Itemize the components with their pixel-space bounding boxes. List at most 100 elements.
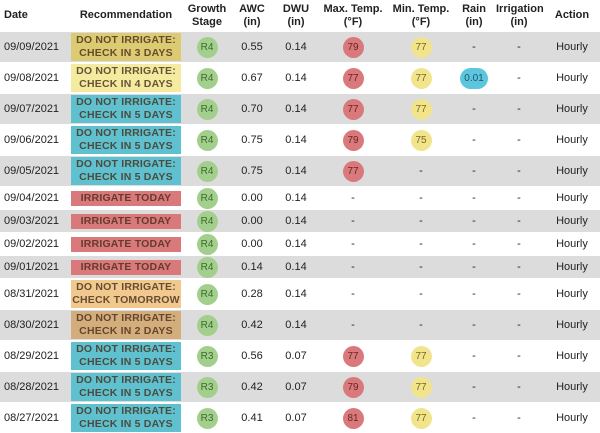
irrigation-cell: - xyxy=(494,186,544,210)
rain-cell: - xyxy=(454,31,494,63)
max-temp-cell: 79 xyxy=(318,31,388,63)
max-temp-cell: 79 xyxy=(318,371,388,403)
irrigation-cell: - xyxy=(494,232,544,256)
column-header: Max. Temp. (°F) xyxy=(323,2,383,28)
max-temp-cell: - xyxy=(318,278,388,310)
awc-cell: 0.42 xyxy=(230,371,274,403)
table-body: 09/09/2021 DO NOT IRRIGATE: CHECK IN 3 DA… xyxy=(0,31,600,433)
max-temp-badge: 77 xyxy=(342,160,364,182)
awc-cell: 0.55 xyxy=(230,31,274,63)
max-temp-cell: - xyxy=(318,186,388,210)
rain-cell: - xyxy=(454,309,494,341)
column-header: Growth Stage xyxy=(187,2,227,28)
dwu-cell: 0.14 xyxy=(274,309,318,341)
date-cell: 09/04/2021 xyxy=(0,186,68,210)
table-row: 09/05/2021 DO NOT IRRIGATE: CHECK IN 5 DA… xyxy=(0,155,600,187)
irrigation-cell: - xyxy=(494,93,544,125)
growth-stage-cell: R3 xyxy=(184,402,230,433)
growth-stage-badge: R4 xyxy=(196,210,218,232)
max-temp-cell: - xyxy=(318,309,388,341)
growth-stage-badge: R4 xyxy=(196,187,218,209)
recommendation-pill: DO NOT IRRIGATE: CHECK IN 3 DAYS xyxy=(71,33,181,61)
awc-cell: 0.14 xyxy=(230,255,274,279)
action-cell: Hourly xyxy=(544,309,600,341)
dwu-cell: 0.14 xyxy=(274,209,318,233)
irrigation-cell: - xyxy=(494,155,544,187)
dwu-cell: 0.14 xyxy=(274,31,318,63)
min-temp-cell: 77 xyxy=(388,371,454,403)
table-row: 08/30/2021 DO NOT IRRIGATE: CHECK IN 2 DA… xyxy=(0,309,600,341)
max-temp-badge: 77 xyxy=(342,67,364,89)
date-cell: 08/31/2021 xyxy=(0,278,68,310)
growth-stage-cell: R4 xyxy=(184,255,230,279)
date-cell: 08/29/2021 xyxy=(0,340,68,372)
min-temp-badge: 75 xyxy=(410,129,432,151)
recommendation-pill: DO NOT IRRIGATE: CHECK IN 5 DAYS xyxy=(71,342,181,370)
dwu-cell: 0.14 xyxy=(274,255,318,279)
max-temp-cell: - xyxy=(318,232,388,256)
date-cell: 09/06/2021 xyxy=(0,124,68,156)
min-temp-cell: - xyxy=(388,278,454,310)
column-header: Action xyxy=(554,9,590,21)
recommendation-pill: IRRIGATE TODAY xyxy=(71,236,181,252)
awc-cell: 0.70 xyxy=(230,93,274,125)
max-temp-badge: 77 xyxy=(342,345,364,367)
growth-stage-badge: R3 xyxy=(196,407,218,429)
awc-cell: 0.00 xyxy=(230,186,274,210)
recommendation-pill: IRRIGATE TODAY xyxy=(71,259,181,275)
table-row: 09/08/2021 DO NOT IRRIGATE: CHECK IN 4 DA… xyxy=(0,62,600,94)
dwu-cell: 0.07 xyxy=(274,402,318,433)
awc-cell: 0.42 xyxy=(230,309,274,341)
dwu-cell: 0.14 xyxy=(274,278,318,310)
date-cell: 09/08/2021 xyxy=(0,62,68,94)
date-cell: 09/09/2021 xyxy=(0,31,68,63)
growth-stage-badge: R4 xyxy=(196,67,218,89)
max-temp-cell: 81 xyxy=(318,402,388,433)
rain-cell: - xyxy=(454,209,494,233)
table-row: 09/04/2021 IRRIGATE TODAY R4 0.00 0.14- - - - Ho… xyxy=(0,186,600,210)
recommendation-pill: IRRIGATE TODAY xyxy=(71,190,181,206)
max-temp-badge: 79 xyxy=(342,36,364,58)
dwu-cell: 0.14 xyxy=(274,62,318,94)
date-cell: 09/01/2021 xyxy=(0,255,68,279)
growth-stage-badge: R4 xyxy=(196,129,218,151)
action-cell: Hourly xyxy=(544,340,600,372)
recommendation-pill: DO NOT IRRIGATE: CHECK TOMORROW xyxy=(71,280,181,308)
awc-cell: 0.00 xyxy=(230,209,274,233)
growth-stage-cell: R4 xyxy=(184,155,230,187)
recommendation-cell: DO NOT IRRIGATE: CHECK IN 2 DAYS xyxy=(68,309,184,341)
action-cell: Hourly xyxy=(544,124,600,156)
rain-badge: 0.01 xyxy=(460,67,488,89)
max-temp-badge: 77 xyxy=(342,98,364,120)
awc-cell: 0.67 xyxy=(230,62,274,94)
irrigation-cell: - xyxy=(494,402,544,433)
column-header: Recommendation xyxy=(79,9,173,21)
max-temp-badge: 81 xyxy=(342,407,364,429)
growth-stage-badge: R4 xyxy=(196,256,218,278)
min-temp-cell: 77 xyxy=(388,340,454,372)
dwu-cell: 0.07 xyxy=(274,371,318,403)
awc-cell: 0.56 xyxy=(230,340,274,372)
date-cell: 09/07/2021 xyxy=(0,93,68,125)
table-row: 09/02/2021 IRRIGATE TODAY R4 0.00 0.14- - - - Ho… xyxy=(0,232,600,256)
recommendation-cell: IRRIGATE TODAY xyxy=(68,255,184,279)
rain-cell: 0.01 xyxy=(454,62,494,94)
growth-stage-cell: R4 xyxy=(184,278,230,310)
growth-stage-cell: R4 xyxy=(184,31,230,63)
date-cell: 08/30/2021 xyxy=(0,309,68,341)
dwu-cell: 0.14 xyxy=(274,93,318,125)
recommendation-cell: DO NOT IRRIGATE: CHECK IN 5 DAYS xyxy=(68,93,184,125)
min-temp-cell: - xyxy=(388,186,454,210)
table-row: 09/06/2021 DO NOT IRRIGATE: CHECK IN 5 DA… xyxy=(0,124,600,156)
growth-stage-badge: R4 xyxy=(196,36,218,58)
rain-cell: - xyxy=(454,340,494,372)
table-row: 08/27/2021 DO NOT IRRIGATE: CHECK IN 5 DA… xyxy=(0,402,600,433)
recommendation-pill: IRRIGATE TODAY xyxy=(71,213,181,229)
min-temp-badge: 77 xyxy=(410,67,432,89)
recommendation-cell: DO NOT IRRIGATE: CHECK IN 5 DAYS xyxy=(68,371,184,403)
max-temp-badge: 79 xyxy=(342,129,364,151)
max-temp-cell: 77 xyxy=(318,93,388,125)
growth-stage-badge: R4 xyxy=(196,98,218,120)
action-cell: Hourly xyxy=(544,209,600,233)
column-header: DWU (in) xyxy=(282,2,310,28)
